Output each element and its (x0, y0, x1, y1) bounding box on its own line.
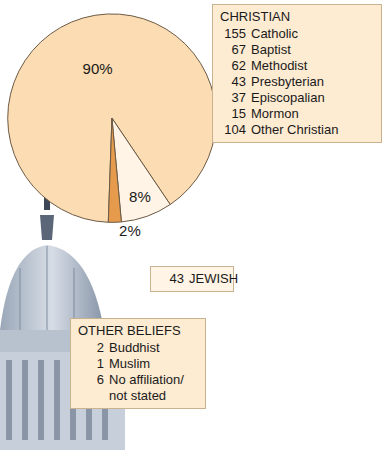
svg-text:90%: 90% (83, 60, 113, 77)
html-text:43 JEWISH: 43 JEWISH (169, 271, 239, 286)
html-text:155 Catholic: 155 Catholic (224, 26, 298, 41)
html-text:104 Other Christian: 104 Other Christian (224, 122, 339, 137)
html-text:37 Episcopalian: 37 Episcopalian (231, 90, 325, 105)
html-text:2 Buddhist: 2 Buddhist (96, 340, 160, 355)
svg-text:2%: 2% (119, 222, 141, 239)
html-text:1 Muslim: 1 Muslim (96, 356, 151, 371)
html-text:62 Methodist: 62 Methodist (231, 58, 308, 73)
html-text:6 No affiliation/ not stated: 6 No affiliation/ not stated (96, 372, 184, 403)
html-text:43 Presbyterian: 43 Presbyterian (231, 74, 324, 89)
html-text:OTHER BELIEFS: OTHER BELIEFS (78, 323, 181, 338)
svg-text:8%: 8% (129, 188, 151, 205)
html-text:15 Mormon: 15 Mormon (231, 106, 299, 121)
html-text:CHRISTIAN: CHRISTIAN (220, 9, 291, 24)
html-text:67 Baptist: 67 Baptist (231, 42, 291, 57)
